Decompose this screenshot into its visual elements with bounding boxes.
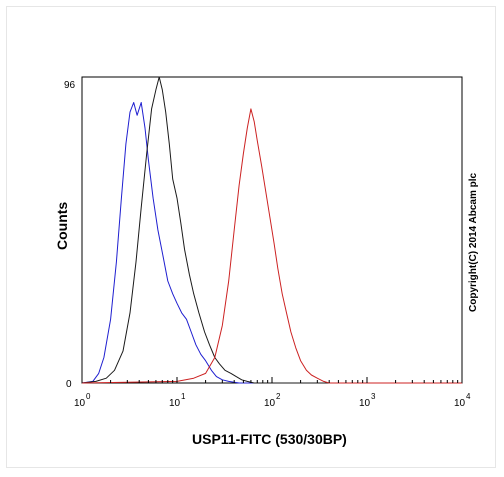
series-line-1 bbox=[81, 102, 462, 384]
x-tick-exponent-2: 2 bbox=[276, 392, 281, 401]
y-tick-label-min: 0 bbox=[66, 379, 72, 390]
x-tick-exponent-4: 4 bbox=[466, 392, 471, 401]
y-axis-title: Counts bbox=[54, 202, 70, 250]
x-tick-label-2: 10 bbox=[264, 398, 276, 409]
y-tick-label-max: 96 bbox=[64, 80, 76, 91]
x-tick-label-0: 10 bbox=[74, 398, 86, 409]
y-axis-ticks: 96 0 bbox=[64, 80, 76, 390]
copyright-annotation: Copyright(C) 2014 Abcam plc bbox=[468, 172, 479, 312]
x-tick-label-1: 10 bbox=[169, 398, 181, 409]
figure-frame bbox=[6, 6, 496, 468]
series-line-3 bbox=[81, 108, 462, 384]
x-tick-exponent-0: 0 bbox=[86, 392, 91, 401]
x-tick-label-4: 10 bbox=[454, 398, 466, 409]
series-line-2 bbox=[81, 76, 462, 384]
x-axis-title: USP11-FITC (530/30BP) bbox=[192, 431, 347, 447]
series-layer bbox=[81, 76, 462, 384]
x-tick-exponent-3: 3 bbox=[371, 392, 376, 401]
x-tick-label-3: 10 bbox=[359, 398, 371, 409]
x-tick-exponent-1: 1 bbox=[181, 392, 186, 401]
